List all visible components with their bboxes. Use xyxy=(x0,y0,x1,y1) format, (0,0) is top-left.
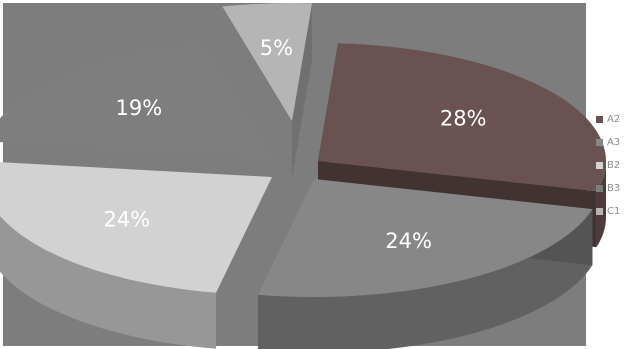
slice-a3[interactable] xyxy=(258,179,593,297)
legend-swatch-c1 xyxy=(596,208,603,215)
slice-b2[interactable] xyxy=(0,161,272,293)
slice-label-a3: 24% xyxy=(385,229,432,253)
legend-swatch-a2 xyxy=(596,116,603,123)
legend-label-a2: A2 xyxy=(607,114,621,125)
slice-label-b3: 19% xyxy=(116,96,163,120)
legend-label-a3: A3 xyxy=(607,137,621,148)
slice-label-a2: 28% xyxy=(440,106,487,130)
slice-face-c1-1 xyxy=(292,3,313,177)
legend-item-c1[interactable]: C1 xyxy=(596,200,634,223)
legend-label-b3: B3 xyxy=(607,183,621,194)
legend-item-a2[interactable]: A2 xyxy=(596,108,634,131)
legend-swatch-b3 xyxy=(596,185,603,192)
legend-item-b2[interactable]: B2 xyxy=(596,154,634,177)
slice-a2[interactable] xyxy=(318,43,606,192)
slice-side-a3 xyxy=(258,209,593,349)
legend-item-a3[interactable]: A3 xyxy=(596,131,634,154)
slice-label-b2: 24% xyxy=(103,208,150,232)
slice-side-b2 xyxy=(0,215,217,349)
legend-label-b2: B2 xyxy=(607,160,621,171)
slice-side-a2 xyxy=(596,161,606,248)
slice-label-c1: 5% xyxy=(260,36,293,60)
legend-label-c1: C1 xyxy=(607,206,621,217)
legend-item-b3[interactable]: B3 xyxy=(596,177,634,200)
legend-swatch-a3 xyxy=(596,139,603,146)
slice-b3[interactable] xyxy=(0,42,272,157)
slice-labels: 28% 24% 24% 19% 5% xyxy=(103,36,486,253)
legend-swatch-b2 xyxy=(596,162,603,169)
slice-c1[interactable] xyxy=(222,3,313,122)
legend: A2 A3 B2 B3 C1 xyxy=(596,108,634,223)
slice-tops xyxy=(0,3,606,297)
